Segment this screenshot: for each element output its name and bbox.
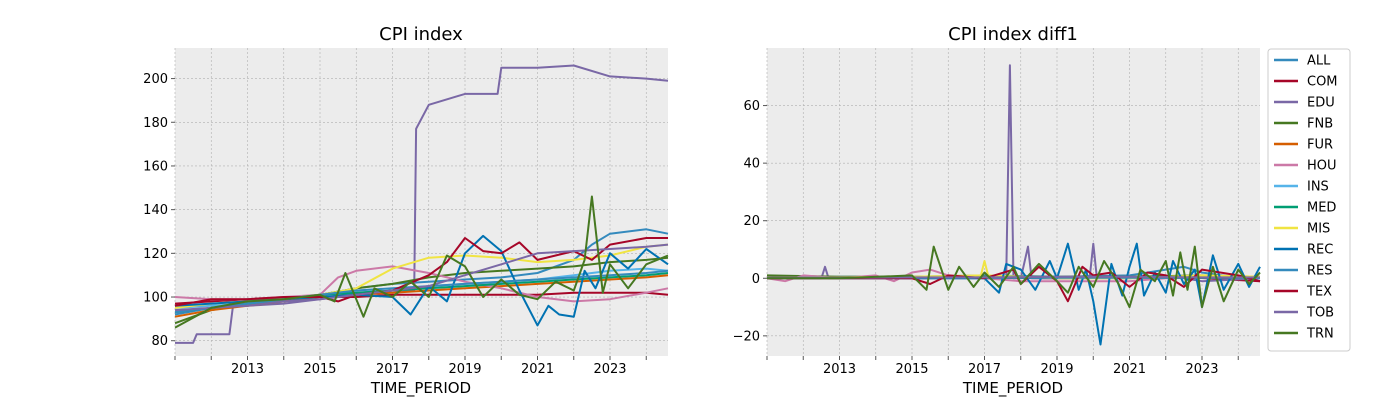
series-line-trn <box>174 195 669 329</box>
legend-label-tob: TOB <box>1306 306 1334 321</box>
x-tick-label: 2023 <box>1185 362 1218 377</box>
chart-title: CPI index diff1 <box>948 24 1078 45</box>
legend-label-edu: EDU <box>1307 96 1335 111</box>
series-line-trn <box>767 245 1261 309</box>
y-tick-label: 80 <box>151 334 168 349</box>
legend-label-ins: INS <box>1307 180 1329 195</box>
x-tick-label: 2013 <box>823 362 856 377</box>
chart-title: CPI index <box>379 24 463 45</box>
y-tick-label: 20 <box>743 214 760 229</box>
x-tick-label: 2019 <box>448 362 481 377</box>
y-tick-label: 140 <box>143 203 168 218</box>
y-tick-label: 180 <box>143 116 168 131</box>
legend-label-trn: TRN <box>1306 327 1334 342</box>
legend-label-mis: MIS <box>1307 222 1330 237</box>
legend-label-res: RES <box>1307 264 1333 279</box>
legend-box <box>1267 48 1351 352</box>
x-tick-label: 2013 <box>231 362 264 377</box>
legend-label-tex: TEX <box>1306 285 1332 300</box>
x-tick-label: 2021 <box>1113 362 1146 377</box>
plot-area <box>767 48 1260 356</box>
y-tick-label: 200 <box>143 72 168 87</box>
x-tick-label: 2021 <box>521 362 554 377</box>
x-tick-label: 2015 <box>895 362 928 377</box>
series-line-edu <box>175 64 669 344</box>
y-tick-label: 0 <box>752 272 760 287</box>
y-tick-label: 60 <box>743 99 760 114</box>
x-tick-label: 2017 <box>968 362 1001 377</box>
y-tick-label: 40 <box>743 157 760 172</box>
legend-label-rec: REC <box>1307 243 1333 258</box>
y-tick-label: 100 <box>143 291 168 306</box>
legend-label-fur: FUR <box>1307 138 1333 153</box>
series-line-tex <box>767 265 1261 303</box>
legend: ALL COM EDU FNB FUR HOU INS MED MIS REC RES TEX TOB T… <box>1267 48 1351 352</box>
x-tick-label: 2023 <box>593 362 626 377</box>
y-tick-label: 120 <box>143 247 168 262</box>
x-axis-label: TIME_PERIOD <box>370 379 471 398</box>
x-tick-label: 2015 <box>303 362 336 377</box>
legend-label-fnb: FNB <box>1307 117 1333 132</box>
legend-label-med: MED <box>1307 201 1336 216</box>
x-tick-label: 2019 <box>1040 362 1073 377</box>
legend-label-all: ALL <box>1307 54 1331 69</box>
y-tick-label: 160 <box>143 159 168 174</box>
legend-label-com: COM <box>1307 75 1338 90</box>
plot-area <box>175 48 668 356</box>
y-tick-label: −20 <box>733 329 760 344</box>
chart-cpi-index: CPI index TIME_PERIOD 80 100 120 140 160 180 2… <box>143 24 669 398</box>
x-axis-label: TIME_PERIOD <box>962 379 1063 398</box>
x-tick-label: 2017 <box>376 362 409 377</box>
legend-label-hou: HOU <box>1307 159 1337 174</box>
chart-cpi-index-diff1: CPI index diff1 TIME_PERIOD −20 0 20 40 60 20… <box>733 24 1261 398</box>
